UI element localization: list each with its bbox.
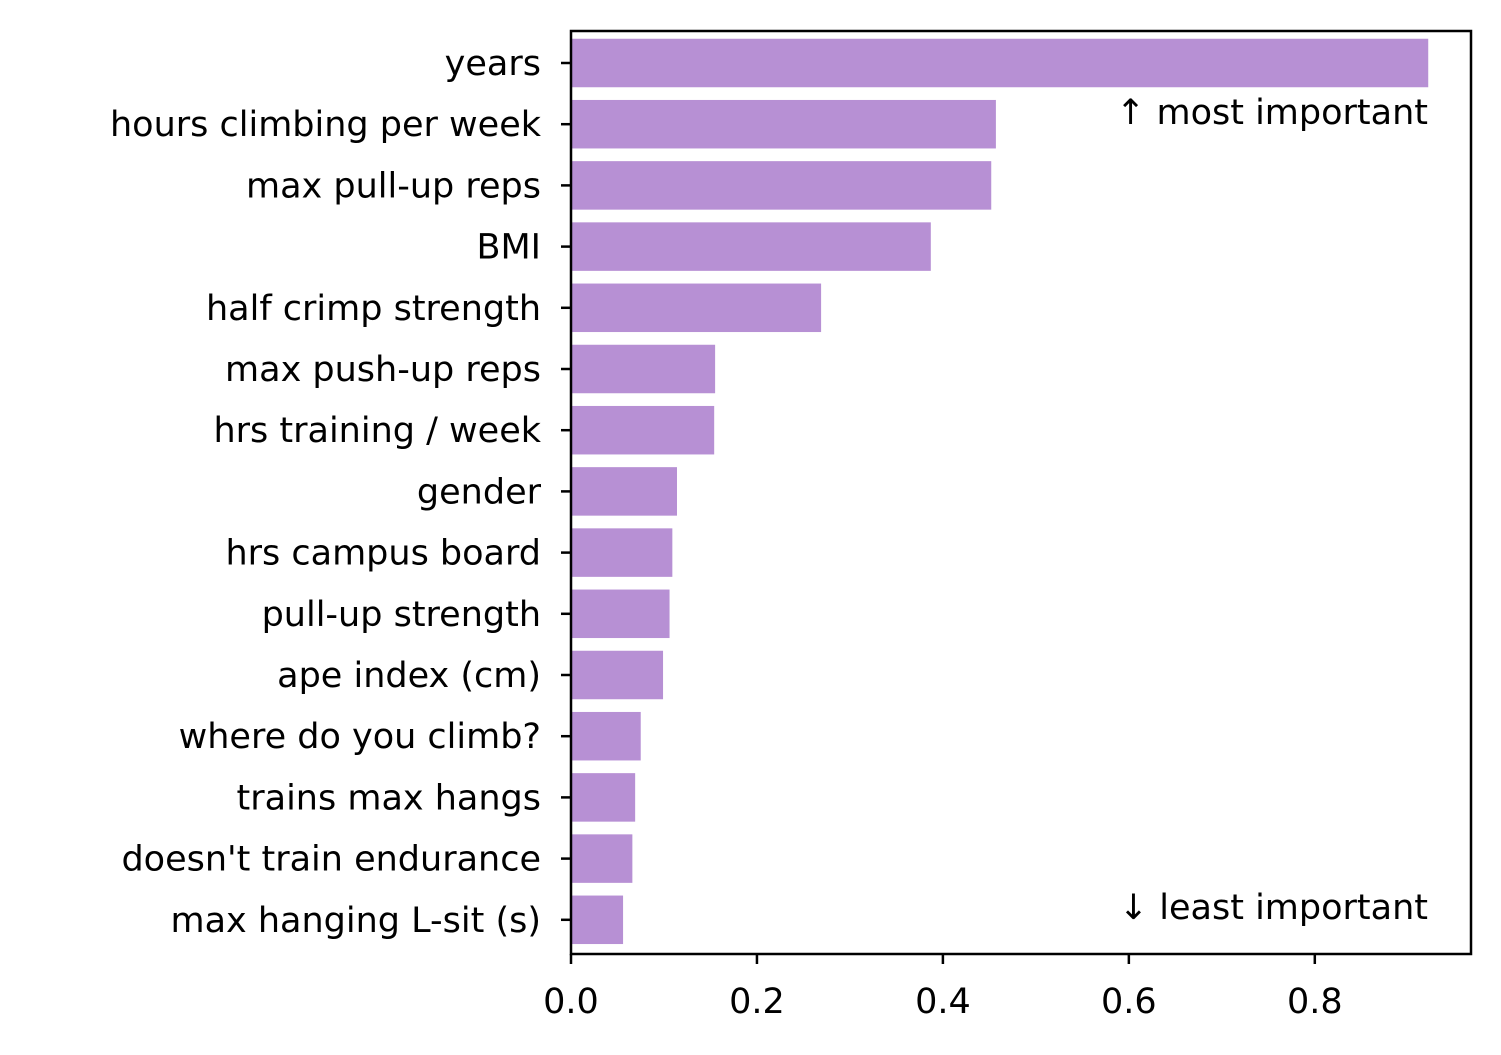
y-tick-label: trains max hangs [237, 778, 541, 818]
bar [571, 222, 931, 271]
y-tick-label: gender [417, 472, 542, 512]
y-tick-label: pull-up strength [262, 595, 541, 635]
y-tick-label: BMI [476, 228, 541, 268]
y-tick-label: where do you climb? [179, 717, 541, 757]
y-axis: years hours climbing per week max pull-up … [110, 44, 571, 941]
x-tick-label: 0.8 [1287, 982, 1343, 1022]
y-tick-label: hrs campus board [225, 534, 541, 574]
x-axis: 0.0 0.2 0.4 0.6 0.8 [543, 954, 1343, 1022]
bar [571, 467, 677, 516]
bars-group [571, 38, 1429, 945]
y-tick-label: years [445, 44, 541, 84]
bar [571, 773, 636, 822]
y-tick-label: hours climbing per week [110, 105, 542, 145]
y-tick-label: max pull-up reps [246, 166, 541, 206]
bar [571, 38, 1429, 88]
y-tick-label: half crimp strength [206, 289, 541, 329]
annotation-least-important: ↓ least important [1119, 888, 1428, 928]
bar [571, 161, 992, 210]
bar [571, 283, 822, 333]
x-tick-label: 0.6 [1101, 982, 1157, 1022]
bar [571, 834, 633, 883]
bar [571, 650, 664, 700]
y-tick-label: ape index (cm) [277, 656, 541, 696]
bar [571, 405, 715, 455]
bar [571, 99, 996, 149]
bar [571, 528, 673, 577]
bar [571, 711, 641, 761]
y-tick-label: hrs training / week [213, 411, 541, 451]
x-tick-label: 0.4 [915, 982, 971, 1022]
bar [571, 589, 670, 639]
y-tick-label: doesn't train endurance [121, 840, 541, 880]
y-tick-label: max hanging L-sit (s) [170, 901, 541, 941]
x-tick-label: 0.2 [729, 982, 785, 1022]
plot-frame [569, 29, 1473, 956]
y-tick-label: max push-up reps [225, 350, 541, 390]
x-tick-label: 0.0 [543, 982, 599, 1022]
bar [571, 895, 624, 945]
annotation-most-important: ↑ most important [1116, 93, 1428, 133]
bar [571, 344, 716, 394]
